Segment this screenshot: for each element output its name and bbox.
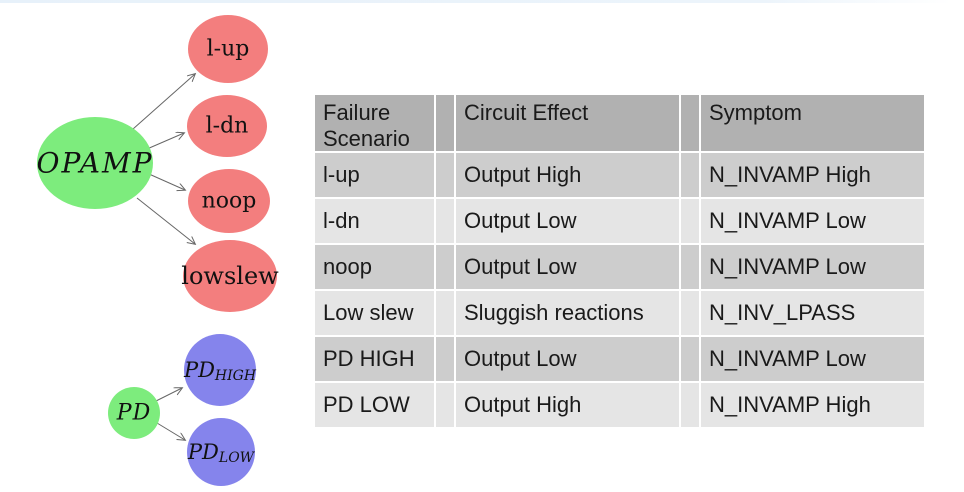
edge-opamp-to-l-up (132, 74, 195, 130)
table-spacer-cell (436, 383, 454, 427)
node-l-dn: l-dn (187, 95, 267, 157)
node-pd-label: PD (116, 401, 151, 426)
table-cell-circuit_effect: Output Low (456, 337, 679, 381)
node-pd-high: PDHIGH (183, 334, 257, 406)
node-l-dn-shape (187, 95, 267, 157)
header-cell-symptom: Symptom (701, 95, 924, 151)
table-cell-symptom: N_INVAMP High (701, 383, 924, 427)
edge-opamp-to-noop (148, 173, 185, 190)
node-lowslew-label: lowslew (181, 262, 279, 290)
table-spacer-cell (681, 337, 699, 381)
table-cell-symptom: N_INVAMP Low (701, 337, 924, 381)
edge-pd-to-pd-low (156, 422, 185, 440)
node-pd-low: PDLOW (187, 418, 256, 486)
table-cell-failure_scenario: Low slew (315, 291, 434, 335)
table-cell-symptom: N_INVAMP Low (701, 245, 924, 289)
table-cell-symptom: N_INV_LPASS (701, 291, 924, 335)
node-noop-shape (188, 169, 270, 233)
table-cell-symptom: N_INVAMP Low (701, 199, 924, 243)
failure-table: Failure Scenario Circuit Effect Symptom l-u… (315, 95, 924, 427)
table-cell-failure_scenario: l-dn (315, 199, 434, 243)
table-cell-circuit_effect: Output Low (456, 245, 679, 289)
header-cell-failure-scenario: Failure Scenario (315, 95, 434, 151)
node-lowslew: lowslew (181, 240, 279, 312)
table-cell-symptom: N_INVAMP High (701, 153, 924, 197)
node-opamp-shape (37, 117, 153, 209)
node-pd-low-shape (187, 418, 255, 486)
diagram-nodes: OPAMP l-up l-dn noop lowslew PD PDHIGH PDLOW (37, 15, 279, 486)
table-spacer-cell (436, 153, 454, 197)
node-pd-high-shape (184, 334, 256, 406)
node-noop-label: noop (202, 189, 257, 214)
node-l-dn-label: l-dn (206, 114, 249, 139)
table-cell-failure_scenario: PD HIGH (315, 337, 434, 381)
node-lowslew-shape (183, 240, 277, 312)
header-spacer-cell (436, 95, 454, 151)
node-l-up: l-up (188, 15, 268, 83)
table-cell-circuit_effect: Output Low (456, 199, 679, 243)
table-cell-failure_scenario: noop (315, 245, 434, 289)
top-accent-bar (0, 0, 952, 3)
diagram: OPAMP l-up l-dn noop lowslew PD PDHIGH PDLOW (37, 15, 279, 486)
node-pd-low-sublabel: LOW (218, 450, 256, 466)
node-pd-shape (108, 387, 160, 439)
header-cell-circuit-effect: Circuit Effect (456, 95, 679, 151)
table-cell-failure_scenario: l-up (315, 153, 434, 197)
edge-pd-to-pd-high (155, 388, 182, 402)
table-spacer-cell (681, 383, 699, 427)
table-spacer-cell (436, 199, 454, 243)
edge-opamp-to-lowslew (136, 197, 195, 244)
node-opamp-label: OPAMP (37, 147, 154, 180)
table-spacer-cell (436, 245, 454, 289)
table-cell-circuit_effect: Output High (456, 383, 679, 427)
table-spacer-cell (681, 245, 699, 289)
header-spacer-cell (681, 95, 699, 151)
node-noop: noop (188, 169, 270, 233)
table-spacer-cell (681, 199, 699, 243)
table-spacer-cell (681, 153, 699, 197)
diagram-edges (132, 74, 195, 440)
node-l-up-shape (188, 15, 268, 83)
node-pd-high-label: PDHIGH (183, 358, 257, 384)
node-pd-high-sublabel: HIGH (214, 368, 257, 384)
edge-opamp-to-l-dn (146, 133, 184, 150)
table-spacer-cell (436, 291, 454, 335)
table-cell-failure_scenario: PD LOW (315, 383, 434, 427)
table-spacer-cell (436, 337, 454, 381)
table-cell-circuit_effect: Output High (456, 153, 679, 197)
node-pd: PD (108, 387, 160, 439)
table-cell-circuit_effect: Sluggish reactions (456, 291, 679, 335)
table-spacer-cell (681, 291, 699, 335)
node-l-up-label: l-up (207, 37, 250, 62)
node-opamp: OPAMP (37, 117, 154, 209)
